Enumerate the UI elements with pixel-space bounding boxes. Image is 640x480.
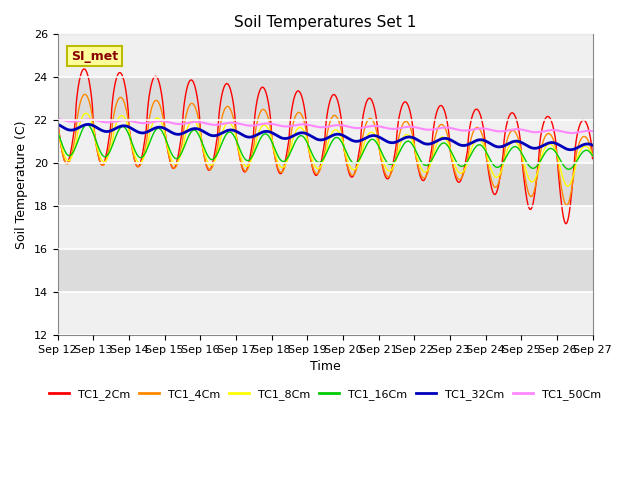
TC1_50Cm: [568, 130, 575, 136]
TC1_16Cm: [202, 148, 209, 154]
Y-axis label: Soil Temperature (C): Soil Temperature (C): [15, 120, 28, 249]
Bar: [58, 120, 593, 163]
TC1_16Cm: [119, 124, 127, 130]
TC1_2Cm: [119, 74, 127, 80]
TC1_50Cm: [173, 121, 180, 127]
Legend: TC1_2Cm, TC1_4Cm, TC1_8Cm, TC1_16Cm, TC1_32Cm, TC1_50Cm: TC1_2Cm, TC1_4Cm, TC1_8Cm, TC1_16Cm, TC1…: [45, 385, 605, 405]
Bar: [58, 206, 593, 249]
TC1_4Cm: [54, 118, 61, 123]
TC1_2Cm: [202, 160, 209, 166]
TC1_32Cm: [390, 140, 397, 145]
TC1_2Cm: [63, 160, 71, 166]
Bar: [58, 34, 593, 77]
TC1_32Cm: [118, 123, 126, 129]
TC1_50Cm: [390, 126, 397, 132]
TC1_2Cm: [54, 117, 61, 123]
Line: TC1_16Cm: TC1_16Cm: [58, 125, 593, 169]
TC1_4Cm: [202, 159, 209, 165]
Line: TC1_4Cm: TC1_4Cm: [58, 95, 593, 205]
TC1_4Cm: [119, 96, 127, 102]
TC1_2Cm: [406, 109, 414, 115]
TC1_2Cm: [81, 66, 88, 72]
TC1_4Cm: [391, 159, 399, 165]
TC1_8Cm: [54, 123, 61, 129]
TC1_16Cm: [391, 158, 399, 164]
Bar: [58, 163, 593, 206]
Bar: [58, 77, 593, 120]
Title: Soil Temperatures Set 1: Soil Temperatures Set 1: [234, 15, 416, 30]
TC1_32Cm: [201, 130, 209, 135]
Line: TC1_50Cm: TC1_50Cm: [58, 119, 593, 133]
TC1_4Cm: [563, 202, 570, 208]
TC1_50Cm: [118, 118, 126, 123]
TC1_32Cm: [589, 142, 596, 148]
TC1_8Cm: [589, 153, 596, 159]
TC1_32Cm: [173, 132, 180, 137]
TC1_16Cm: [63, 152, 71, 157]
TC1_50Cm: [54, 116, 61, 122]
TC1_2Cm: [391, 152, 399, 158]
TC1_50Cm: [201, 120, 209, 126]
TC1_50Cm: [63, 118, 71, 124]
Line: TC1_2Cm: TC1_2Cm: [58, 69, 593, 224]
TC1_32Cm: [566, 147, 574, 153]
TC1_8Cm: [119, 113, 127, 119]
TC1_4Cm: [173, 161, 181, 167]
TC1_16Cm: [406, 139, 414, 145]
TC1_16Cm: [83, 122, 91, 128]
TC1_16Cm: [173, 156, 181, 161]
Bar: [58, 292, 593, 335]
TC1_2Cm: [173, 157, 181, 163]
TC1_8Cm: [406, 134, 414, 140]
TC1_32Cm: [63, 127, 71, 132]
TC1_2Cm: [589, 156, 596, 162]
X-axis label: Time: Time: [310, 360, 340, 373]
TC1_8Cm: [173, 160, 181, 166]
TC1_16Cm: [589, 153, 596, 158]
TC1_32Cm: [54, 121, 61, 127]
TC1_8Cm: [82, 110, 90, 116]
TC1_4Cm: [63, 161, 71, 167]
Text: SI_met: SI_met: [71, 49, 118, 62]
TC1_16Cm: [565, 167, 573, 172]
TC1_8Cm: [63, 157, 71, 163]
TC1_32Cm: [406, 134, 413, 140]
TC1_50Cm: [589, 128, 596, 134]
TC1_8Cm: [391, 161, 399, 167]
TC1_4Cm: [406, 124, 414, 130]
TC1_4Cm: [81, 92, 89, 97]
TC1_2Cm: [562, 221, 570, 227]
TC1_50Cm: [406, 124, 413, 130]
TC1_4Cm: [589, 154, 596, 159]
Bar: [58, 249, 593, 292]
TC1_16Cm: [54, 129, 61, 134]
Line: TC1_32Cm: TC1_32Cm: [58, 124, 593, 150]
Line: TC1_8Cm: TC1_8Cm: [58, 113, 593, 186]
TC1_8Cm: [564, 183, 572, 189]
TC1_8Cm: [202, 154, 209, 159]
